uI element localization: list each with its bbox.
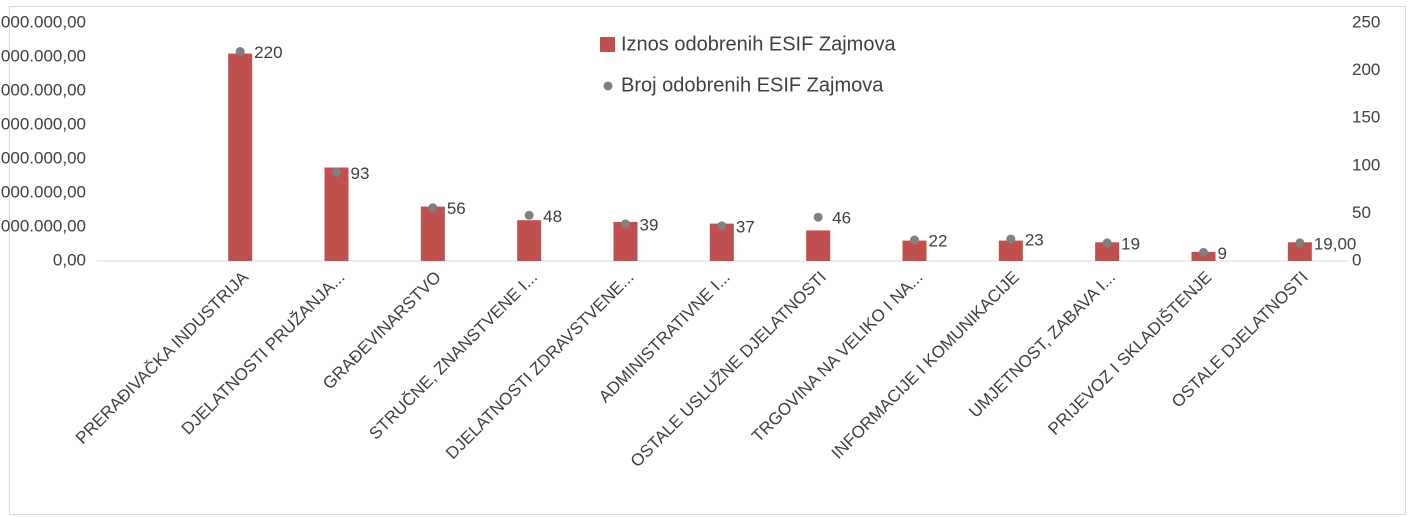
y2-tick-label: 200 [1352,60,1380,79]
dot [1006,234,1016,244]
dot [332,167,341,177]
bar [517,220,542,261]
y-tick-label: 10.000.000,00 [0,216,86,235]
y-tick-label: 20.000.000,00 [0,182,86,201]
data-label: 48 [543,207,562,226]
x-tick-label: DJELATNOSTI ZDRAVSTVENE... [442,268,637,463]
data-label: 46 [832,209,851,228]
data-label: 56 [447,199,466,218]
dot [621,219,630,229]
x-tick-label: TRGOVINA NA VELIKO I NA... [748,268,926,446]
data-label: 19 [1121,234,1140,253]
dot [1199,247,1208,257]
x-tick-label: INFORMACIJE I KOMUNIKACIJE [828,268,1023,463]
data-label: 37 [736,217,755,236]
y2-tick-label: 50 [1352,203,1371,222]
bar [1095,242,1120,261]
bar [1287,242,1312,261]
bar [324,167,349,261]
y2-tick-label: 250 [1352,12,1380,31]
x-tick-label: DJELATNOSTI PRUŽANJA... [178,268,349,439]
dot [1295,238,1305,248]
legend-swatch [603,81,613,91]
legend-swatch [600,37,615,52]
y-tick-label: 60.000.000,00 [0,46,86,65]
bar [613,221,638,261]
dot [717,221,727,231]
dot [235,47,245,57]
bar [806,230,831,261]
legend-label: Iznos odobrenih ESIF Zajmova [621,33,896,55]
x-tick-label: PRIJEVOZ I SKLADIŠTENJE [1044,268,1215,439]
legend-label: Broj odobrenih ESIF Zajmova [621,74,884,96]
data-label: 22 [929,232,948,251]
bar [228,53,253,261]
bar [902,240,927,261]
data-label: 39 [640,215,659,234]
y-tick-label: 30.000.000,00 [0,148,86,167]
x-tick-label: PRERAĐIVAČKA INDUSTRIJA [72,267,253,448]
data-label: 19,00 [1314,234,1357,253]
dot [1102,238,1112,248]
bar [420,206,445,261]
chart-border [9,6,1406,515]
x-tick-label: STRUČNE, ZNANSTVENE I... [365,268,541,444]
y-tick-label: 50.000.000,00 [0,80,86,99]
data-label: 9 [1218,244,1227,263]
y-tick-label: 0,00 [53,250,86,269]
y2-tick-label: 0 [1352,250,1361,269]
data-label: 93 [351,164,370,183]
y2-tick-label: 100 [1352,155,1380,174]
bar [998,240,1023,261]
dot [524,210,534,220]
data-label: 220 [254,43,282,62]
dot [910,235,919,245]
y-tick-label: 40.000.000,00 [0,114,86,133]
y2-tick-label: 150 [1352,108,1380,127]
dot [428,203,438,213]
y-tick-label: 70.000.000,00 [0,12,86,31]
data-label: 23 [1025,231,1044,250]
dot [813,212,823,222]
x-tick-label: OSTALE USLUŽNE DJELATNOSTI [627,268,830,471]
